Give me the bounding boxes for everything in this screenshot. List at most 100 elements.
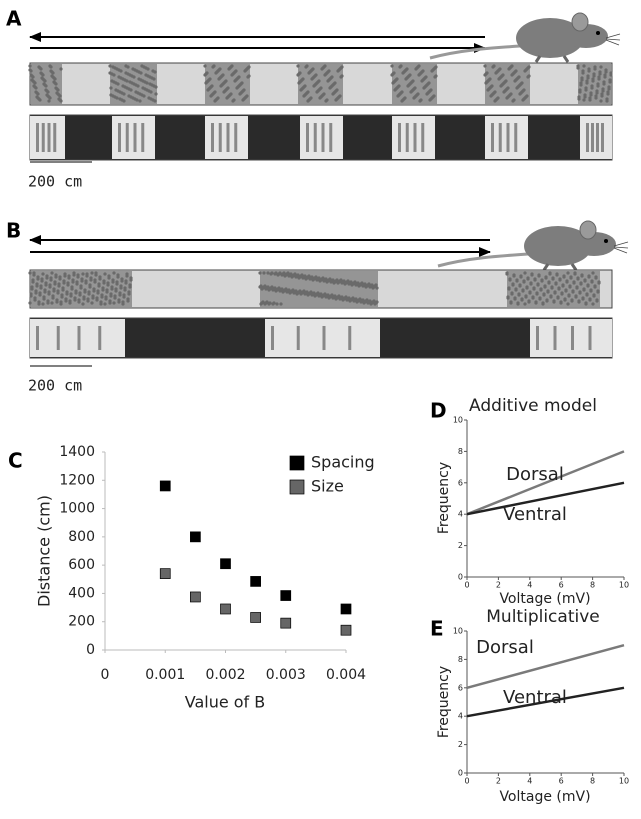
track-dot <box>328 86 332 90</box>
track-dot <box>532 287 536 291</box>
field-stripe <box>405 123 409 152</box>
track-dot <box>522 280 526 284</box>
track-dot <box>154 92 158 96</box>
track-dot <box>323 73 327 77</box>
track-dot <box>553 291 557 295</box>
track-dot <box>144 73 148 77</box>
track-dot <box>124 64 128 68</box>
track-dot <box>582 64 586 68</box>
track-dot <box>28 271 32 275</box>
track-dot <box>34 90 38 94</box>
track-dot <box>71 278 75 282</box>
track-dot <box>356 281 360 285</box>
y-tick-label: 10 <box>453 627 463 636</box>
field-stripe <box>596 123 599 152</box>
track-dot <box>258 271 262 275</box>
track-dot <box>81 272 85 276</box>
track-dot <box>106 281 110 285</box>
track-dot <box>334 98 338 102</box>
panel-b: B 200 cm <box>6 219 630 395</box>
track-dot <box>262 271 266 275</box>
track-dot <box>122 293 126 297</box>
field-stripe <box>41 123 45 152</box>
track-dot <box>493 99 497 103</box>
track-dot <box>92 287 96 291</box>
track-dot <box>134 90 138 94</box>
track-dot <box>516 302 520 306</box>
track-dot <box>391 81 395 85</box>
y-tick-label: 8 <box>458 655 463 664</box>
track-dot <box>112 271 116 275</box>
field-stripe <box>306 123 309 152</box>
track-dot <box>310 77 314 81</box>
track-dot <box>433 75 437 79</box>
track-dot <box>52 287 56 291</box>
track-dot <box>277 286 281 290</box>
track-dot <box>539 288 543 292</box>
field-stripe <box>211 123 214 152</box>
y-tick-label: 10 <box>453 416 463 425</box>
field-stripe <box>553 326 557 350</box>
track-dot <box>583 279 587 283</box>
track-dot <box>375 300 379 304</box>
track-dot <box>599 65 603 69</box>
track-dot <box>126 297 130 301</box>
track-dot <box>300 273 304 277</box>
track-dot <box>324 99 328 103</box>
track-dot <box>515 279 519 283</box>
track-dot <box>108 299 112 303</box>
track-dot <box>330 293 334 297</box>
panel-a: A 200 cm <box>6 7 622 191</box>
track-dot <box>331 92 335 96</box>
track-dot <box>526 75 530 79</box>
track-dot <box>48 283 52 287</box>
track-dot <box>52 80 56 84</box>
track-dot <box>55 91 59 95</box>
track-dot <box>120 277 124 281</box>
track-dot <box>409 90 413 94</box>
track-dot <box>28 68 32 72</box>
scale-label: 200 cm <box>28 173 82 191</box>
line <box>466 450 625 516</box>
x-axis-label: Voltage (mV) <box>499 591 590 607</box>
track-dot <box>309 290 313 294</box>
track-dot <box>506 296 510 300</box>
track-dot <box>34 289 38 293</box>
track-dot <box>591 271 595 275</box>
x-tick-label: 0.004 <box>326 667 366 683</box>
track-dot <box>513 297 517 301</box>
track-dot <box>206 88 210 92</box>
track-dot <box>42 82 46 86</box>
track-dot <box>530 273 534 277</box>
track-dot <box>302 289 306 293</box>
track-dot <box>324 277 328 281</box>
track-dot <box>605 99 609 103</box>
track-dot <box>230 73 234 77</box>
track-dot <box>97 282 101 286</box>
track-dot <box>505 96 509 100</box>
y-tick-label: 1000 <box>59 501 95 517</box>
track-dot <box>80 277 84 281</box>
track-dot <box>101 286 105 290</box>
track-dot <box>270 285 274 289</box>
y-tick-label: 4 <box>458 712 463 721</box>
y-tick-label: 0 <box>86 642 95 658</box>
y-tick-label: 2 <box>458 740 463 749</box>
track-dot <box>49 276 53 280</box>
track-dot <box>595 91 599 95</box>
track-dot <box>40 76 44 80</box>
track-dot <box>88 283 92 287</box>
track-dot <box>111 65 115 69</box>
track-dot <box>278 271 282 275</box>
track-dot <box>63 272 67 276</box>
track-dot <box>29 292 33 296</box>
track-dot <box>70 285 74 289</box>
track-dot <box>396 94 400 98</box>
track-dot <box>41 272 45 276</box>
track-dot <box>108 64 112 68</box>
track-dot <box>69 292 73 296</box>
track-dot <box>576 277 580 281</box>
track-dot <box>339 278 343 282</box>
track-dot <box>574 295 578 299</box>
